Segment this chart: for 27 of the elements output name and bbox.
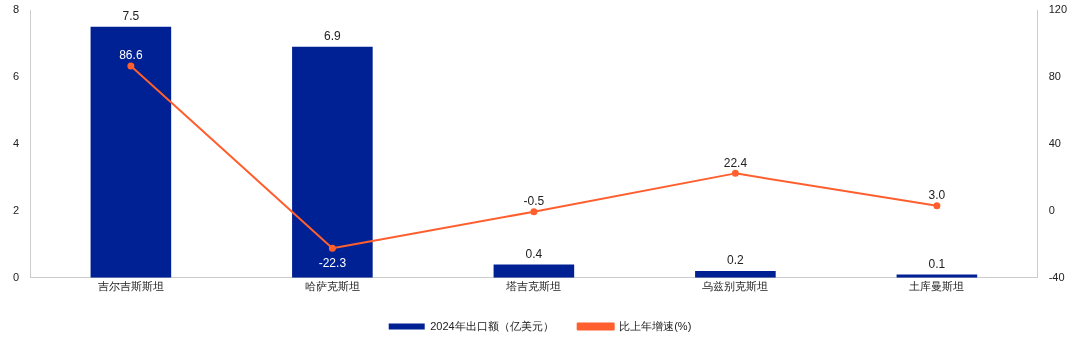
y2-tick-label: 0 — [1048, 203, 1055, 216]
y-tick-label: 2 — [12, 203, 20, 216]
y-tick-label: 4 — [12, 136, 20, 149]
data-label: 3.0 — [928, 188, 946, 203]
legend-label: 2024年出口额（亿美元） — [430, 319, 554, 332]
x-tick-label: 哈萨克斯坦 — [304, 280, 360, 293]
y2-tick-label: -40 — [1048, 270, 1065, 283]
x-tick-label: 乌兹别克斯坦 — [702, 280, 769, 293]
y-tick-label: 0 — [12, 270, 20, 283]
y2-tick-label: 120 — [1048, 3, 1068, 16]
data-label: -22.3 — [318, 256, 347, 271]
y-tick-label: 6 — [12, 69, 20, 82]
data-label: -0.5 — [523, 194, 545, 208]
data-label: 0.4 — [525, 246, 543, 261]
data-label: 7.5 — [122, 9, 140, 24]
y2-tick-label: 40 — [1048, 136, 1061, 149]
y2-tick-label: 80 — [1048, 69, 1061, 82]
data-label: 22.4 — [723, 155, 748, 170]
x-tick-label: 吉尔吉斯斯坦 — [97, 280, 164, 293]
y-tick-label: 8 — [12, 3, 20, 16]
x-tick-label: 土库曼斯坦 — [909, 280, 965, 293]
data-label: 6.9 — [324, 29, 342, 44]
x-tick-label: 塔吉克斯坦 — [505, 280, 562, 293]
data-label: 0.1 — [928, 256, 946, 271]
data-label: 86.6 — [119, 48, 143, 63]
data-label: 0.2 — [727, 253, 745, 268]
legend-label: 比上年增速(%) — [619, 319, 692, 332]
